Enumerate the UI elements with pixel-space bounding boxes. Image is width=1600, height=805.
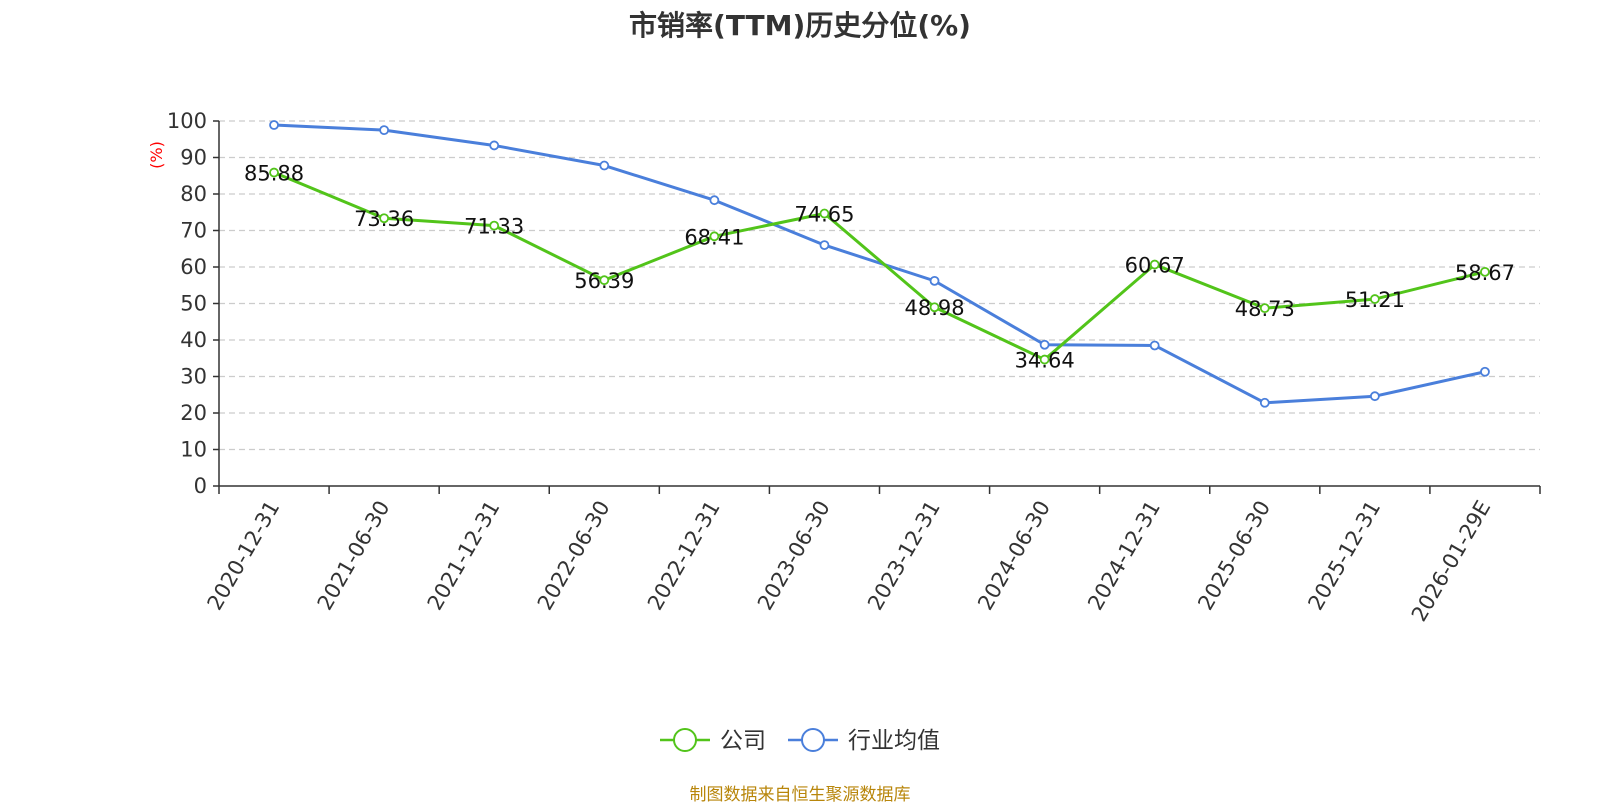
y-tick-label: 10: [180, 438, 207, 462]
y-tick-label: 100: [167, 109, 207, 133]
data-point: [1039, 339, 1050, 350]
data-point: [379, 213, 390, 224]
x-tick-label: 2021-06-30: [313, 497, 395, 615]
x-tick-label: 2024-06-30: [973, 497, 1055, 615]
y-axis-label: (%): [147, 141, 166, 169]
y-tick-label: 20: [180, 401, 207, 425]
data-point: [709, 231, 720, 242]
data-label: 48.73: [1235, 297, 1295, 321]
x-tick-label: 2025-06-30: [1193, 497, 1275, 615]
y-tick-label: 30: [180, 365, 207, 389]
series-lines: [269, 120, 1490, 408]
data-label: 68.41: [684, 225, 744, 249]
data-labels: 85.88 73.36 71.33 56.39 68.41 74.65 48.98 34.64…: [244, 162, 1515, 373]
data-point: [1039, 354, 1050, 365]
data-point: [1369, 391, 1380, 402]
data-point: [1480, 366, 1490, 377]
y-tick-label: 90: [180, 146, 207, 170]
data-label: 56.39: [574, 269, 634, 293]
legend[interactable]: 公司 行业均值: [660, 728, 940, 754]
x-tick-label: 2023-12-31: [863, 497, 945, 615]
source-note: 制图数据来自恒生聚源数据库: [689, 785, 911, 805]
x-tick-label: 2022-12-31: [643, 497, 725, 615]
y-tick-label: 40: [180, 328, 207, 352]
data-label: 74.65: [794, 203, 854, 227]
x-tick-label: 2020-12-31: [203, 497, 285, 615]
legend-marker: [673, 728, 697, 752]
x-tick-label: 2025-12-31: [1303, 497, 1385, 615]
data-label: 58.67: [1455, 261, 1515, 285]
x-tick-label: 2026-01-29E: [1407, 497, 1495, 626]
x-tick-label: 2024-12-31: [1083, 497, 1165, 615]
legend-item-0[interactable]: 公司: [720, 728, 766, 754]
y-tick-label: 80: [180, 182, 207, 206]
y-tick-label: 70: [180, 219, 207, 243]
data-point: [1149, 259, 1160, 270]
data-label: 71.33: [464, 215, 524, 239]
data-point: [1480, 266, 1490, 277]
data-point: [379, 125, 390, 136]
axes: 0 10 20 30 40 50 60 70 80 90 100(%) 2020-12-31 2021-…: [147, 109, 1541, 626]
data-point: [929, 275, 940, 286]
data-point: [1369, 294, 1380, 304]
chart-title: 市销率(TTM)历史分位(%): [629, 9, 971, 42]
data-point: [819, 208, 830, 219]
data-point: [819, 240, 830, 251]
x-tick-label: 2021-12-31: [423, 497, 505, 615]
data-point: [489, 140, 500, 151]
data-point: [269, 120, 279, 130]
grid-lines: [219, 120, 1540, 451]
series-line-1: [273, 123, 1486, 405]
data-label: 85.88: [244, 162, 304, 186]
data-point: [929, 302, 940, 313]
data-label: 34.64: [1015, 349, 1075, 373]
data-point: [599, 160, 610, 171]
data-point: [1149, 340, 1160, 351]
y-tick-label: 50: [180, 292, 207, 316]
x-tick-label: 2022-06-30: [533, 497, 615, 615]
data-point: [1259, 303, 1270, 314]
data-label: 73.36: [354, 207, 414, 231]
data-point: [269, 167, 279, 178]
x-tick-label: 2023-06-30: [753, 497, 835, 615]
y-tick-label: 0: [194, 474, 207, 498]
data-point: [709, 195, 720, 206]
series-line-0: [273, 171, 1486, 362]
legend-marker: [801, 728, 825, 752]
data-label: 51.21: [1345, 288, 1405, 312]
data-point: [1259, 397, 1270, 408]
data-label: 60.67: [1125, 254, 1185, 278]
data-point: [599, 275, 610, 286]
y-tick-label: 60: [180, 255, 207, 279]
legend-item-1[interactable]: 行业均值: [848, 728, 940, 754]
data-point: [489, 220, 500, 231]
data-label: 48.98: [904, 296, 964, 320]
